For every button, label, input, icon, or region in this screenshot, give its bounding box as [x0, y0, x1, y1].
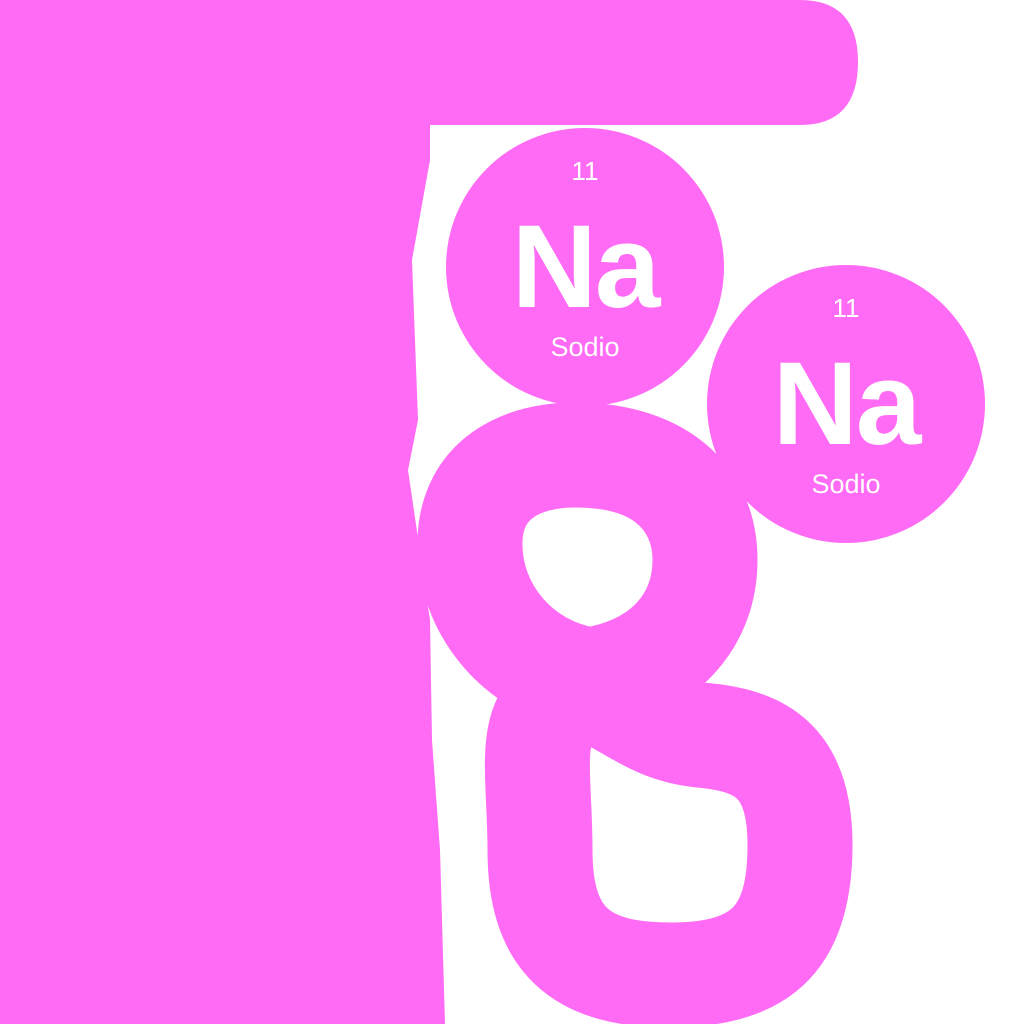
element-symbol: Na [511, 201, 661, 333]
left-block [0, 0, 445, 1024]
element-badge-sodium: 11 Na Sodio [446, 128, 724, 406]
element-badge-sodium: 11 Na Sodio [707, 265, 985, 543]
digit-8-upper-loop [417, 402, 758, 733]
element-name: Sodio [550, 332, 620, 362]
digit-8-lower-loop [484, 637, 853, 1024]
atomic-number: 11 [571, 156, 599, 186]
top-bar [0, 0, 858, 125]
element-symbol: Na [772, 338, 922, 470]
atomic-number: 11 [832, 293, 860, 323]
element-name: Sodio [811, 469, 881, 499]
